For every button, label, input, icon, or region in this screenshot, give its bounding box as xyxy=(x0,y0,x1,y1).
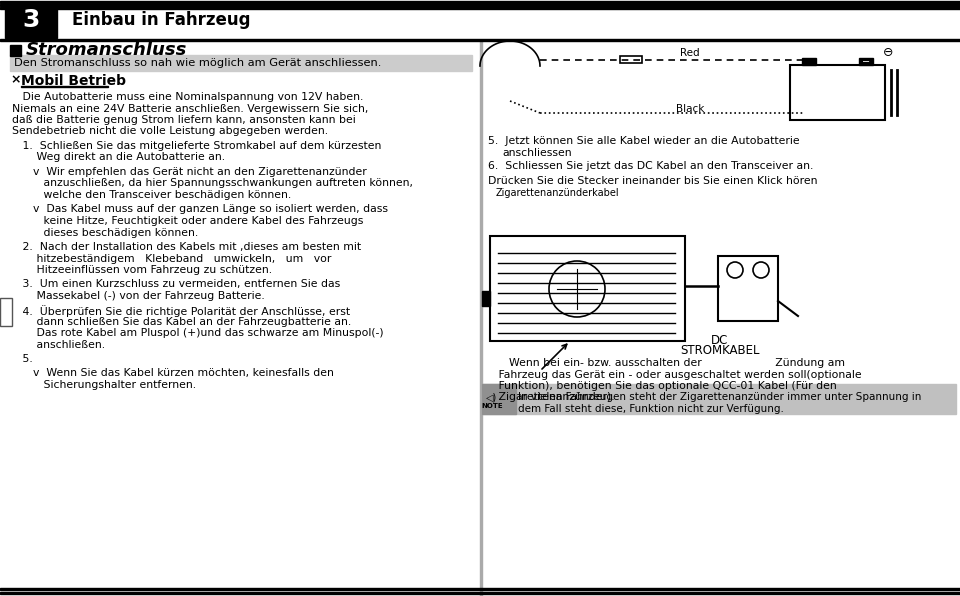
Bar xyxy=(5,2,57,38)
Bar xyxy=(0,298,12,326)
Bar xyxy=(10,55,472,71)
Bar xyxy=(790,65,885,120)
Text: Mobil Betrieb: Mobil Betrieb xyxy=(21,74,126,88)
Bar xyxy=(490,236,685,341)
Text: ×: × xyxy=(10,73,20,86)
Text: 6.  Schliessen Sie jetzt das DC Kabel an den Transceiver an.: 6. Schliessen Sie jetzt das DC Kabel an … xyxy=(488,161,813,171)
Text: Zigarettenanzünder).: Zigarettenanzünder). xyxy=(488,393,614,402)
Text: DC: DC xyxy=(711,334,729,347)
Bar xyxy=(482,384,516,414)
Bar xyxy=(21,86,108,87)
Text: hitzebeständigem   Klebeband   umwickeln,   um   vor: hitzebeständigem Klebeband umwickeln, um… xyxy=(12,253,331,263)
Text: 5.  Jetzt können Sie alle Kabel wieder an die Autobatterie: 5. Jetzt können Sie alle Kabel wieder an… xyxy=(488,136,800,146)
Text: ◁): ◁) xyxy=(487,392,497,402)
Text: anzuschließen, da hier Spannungsschwankungen auftreten können,: anzuschließen, da hier Spannungsschwanku… xyxy=(12,178,413,188)
Bar xyxy=(0,39,960,41)
Text: anschliessen: anschliessen xyxy=(502,147,571,157)
Text: NOTE: NOTE xyxy=(481,403,503,409)
Text: 2.  Nach der Installation des Kabels mit ,dieses am besten mit: 2. Nach der Installation des Kabels mit … xyxy=(12,242,361,252)
Bar xyxy=(0,592,960,594)
Bar xyxy=(480,40,482,596)
Text: 3.  Um einen Kurzschluss zu vermeiden, entfernen Sie das: 3. Um einen Kurzschluss zu vermeiden, en… xyxy=(12,280,340,290)
Bar xyxy=(859,58,873,65)
Text: Red: Red xyxy=(681,48,700,58)
Text: Die Autobatterie muss eine Nominalspannung von 12V haben.: Die Autobatterie muss eine Nominalspannu… xyxy=(12,92,364,102)
Text: 4.  Überprüfen Sie die richtige Polarität der Anschlüsse, erst: 4. Überprüfen Sie die richtige Polarität… xyxy=(12,306,350,318)
Text: Das rote Kabel am Pluspol (+)und das schwarze am Minuspol(-): Das rote Kabel am Pluspol (+)und das sch… xyxy=(12,328,384,339)
Bar xyxy=(802,58,816,65)
Text: v  Wir empfehlen das Gerät nicht an den Zigarettenanzünder: v Wir empfehlen das Gerät nicht an den Z… xyxy=(12,167,367,177)
Text: Zigarettenanzünderkabel: Zigarettenanzünderkabel xyxy=(496,188,619,198)
Text: Massekabel (-) von der Fahrzeug Batterie.: Massekabel (-) von der Fahrzeug Batterie… xyxy=(12,291,265,301)
Text: Fahrzeug das Gerät ein - oder ausgeschaltet werden soll(optionale: Fahrzeug das Gerät ein - oder ausgeschal… xyxy=(488,370,862,380)
Bar xyxy=(482,291,490,306)
Text: Stromanschluss: Stromanschluss xyxy=(26,41,187,59)
Text: 3: 3 xyxy=(22,8,39,32)
Text: v  Wenn Sie das Kabel kürzen möchten, keinesfalls den: v Wenn Sie das Kabel kürzen möchten, kei… xyxy=(12,368,334,378)
Bar xyxy=(0,588,960,590)
Text: 5.: 5. xyxy=(12,355,33,365)
Text: dieses beschädigen können.: dieses beschädigen können. xyxy=(12,228,199,237)
Text: Sendebetrieb nicht die volle Leistung abgegeben werden.: Sendebetrieb nicht die volle Leistung ab… xyxy=(12,126,328,136)
Text: Hitzeeinflüssen vom Fahrzeug zu schützen.: Hitzeeinflüssen vom Fahrzeug zu schützen… xyxy=(12,265,272,275)
Text: Funktion), benötigen Sie das optionale QCC-01 Kabel (Für den: Funktion), benötigen Sie das optionale Q… xyxy=(488,381,837,391)
Text: STROMKABEL: STROMKABEL xyxy=(681,344,759,357)
Text: Einbau in Fahrzeug: Einbau in Fahrzeug xyxy=(72,11,251,29)
Bar xyxy=(0,1,960,3)
Text: anschließen.: anschließen. xyxy=(12,340,106,350)
Text: Wenn bei ein- bzw. ausschalten der                     Zündung am: Wenn bei ein- bzw. ausschalten der Zündu… xyxy=(488,358,845,368)
Text: welche den Transceiver beschädigen können.: welche den Transceiver beschädigen könne… xyxy=(12,190,291,200)
Bar xyxy=(482,384,956,414)
Text: ⊖: ⊖ xyxy=(883,46,893,60)
Text: dem Fall steht diese, Funktion nicht zur Verfügung.: dem Fall steht diese, Funktion nicht zur… xyxy=(518,404,784,414)
Text: keine Hitze, Feuchtigkeit oder andere Kabel des Fahrzeugs: keine Hitze, Feuchtigkeit oder andere Ka… xyxy=(12,216,364,226)
Text: Sicherungshalter entfernen.: Sicherungshalter entfernen. xyxy=(12,380,196,390)
Text: Niemals an eine 24V Batterie anschließen. Vergewissern Sie sich,: Niemals an eine 24V Batterie anschließen… xyxy=(12,104,369,113)
Text: v  Das Kabel muss auf der ganzen Länge so isoliert werden, dass: v Das Kabel muss auf der ganzen Länge so… xyxy=(12,204,388,215)
Text: −: − xyxy=(862,57,870,67)
Bar xyxy=(620,56,642,63)
Text: daß die Batterie genug Strom liefern kann, ansonsten kann bei: daß die Batterie genug Strom liefern kan… xyxy=(12,115,356,125)
Bar xyxy=(10,45,21,56)
Bar xyxy=(0,7,960,9)
Text: Den Stromanschluss so nah wie möglich am Gerät anschliessen.: Den Stromanschluss so nah wie möglich am… xyxy=(14,58,381,68)
Bar xyxy=(718,256,778,321)
Text: Drücken Sie die Stecker ineinander bis Sie einen Klick hören: Drücken Sie die Stecker ineinander bis S… xyxy=(488,176,818,187)
Text: Weg direkt an die Autobatterie an.: Weg direkt an die Autobatterie an. xyxy=(12,153,226,163)
Text: In vielen Fahrzeugen steht der Zigarettenanzünder immer unter Spannung in: In vielen Fahrzeugen steht der Zigarette… xyxy=(518,392,922,402)
Text: dann schließen Sie das Kabel an der Fahrzeugbatterie an.: dann schließen Sie das Kabel an der Fahr… xyxy=(12,317,351,327)
Bar xyxy=(0,4,960,6)
Text: Black: Black xyxy=(676,104,705,114)
Text: 1.  Schließen Sie das mitgelieferte Stromkabel auf dem kürzesten: 1. Schließen Sie das mitgelieferte Strom… xyxy=(12,141,381,151)
